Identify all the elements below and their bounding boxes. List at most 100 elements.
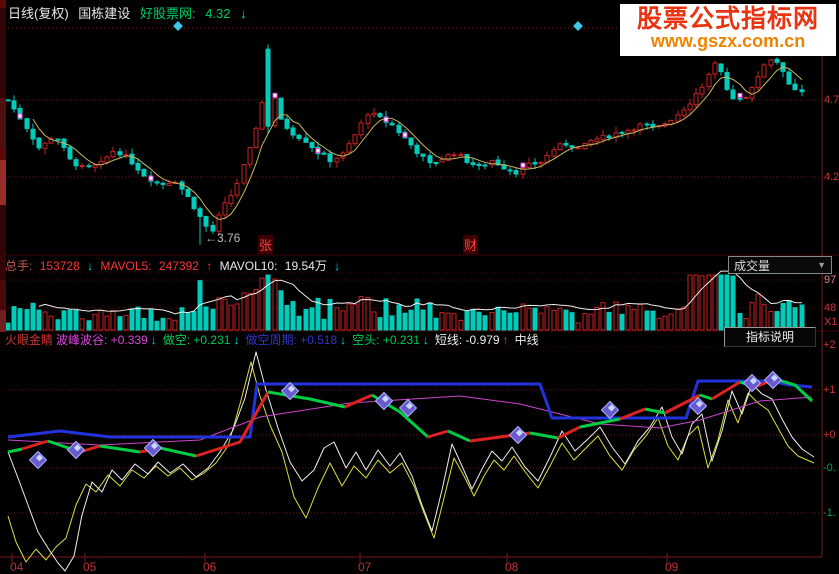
indicator-signal-line xyxy=(99,444,141,454)
zongshou-value: 153728 xyxy=(39,259,80,273)
volume-bar xyxy=(42,311,48,331)
volume-bar xyxy=(11,306,17,331)
candle-body xyxy=(687,103,693,111)
candle-body xyxy=(408,137,414,146)
indicator-axis-label: -0. xyxy=(823,462,836,474)
volume-indicator-selector[interactable]: 成交量 ▼ xyxy=(728,256,832,274)
low-price-marker: ←3.76 xyxy=(205,231,241,245)
candle-body xyxy=(644,123,650,126)
candle-body xyxy=(712,62,718,75)
cyan-diamond-icon xyxy=(573,21,583,31)
candle-body xyxy=(197,208,203,217)
volume-bar xyxy=(247,292,253,331)
volume-bar xyxy=(625,304,631,331)
candle-signal-marker xyxy=(402,132,408,138)
gem-highlight xyxy=(150,442,158,450)
volume-bar xyxy=(433,317,439,331)
month-label: 06 xyxy=(203,560,217,574)
indicator-value: 做空: +0.231 xyxy=(162,333,231,347)
volume-bar xyxy=(371,311,377,331)
candle-body xyxy=(749,87,755,99)
watermark-url: www.gszx.com.cn xyxy=(650,31,806,52)
candle-body xyxy=(210,224,216,232)
candle-body xyxy=(420,153,426,157)
volume-bar xyxy=(451,313,457,331)
volume-axis-label: 48 xyxy=(824,302,837,314)
indicator-signal-line xyxy=(21,439,49,451)
candle-body xyxy=(693,92,699,106)
stamp-right: 财 xyxy=(463,235,479,254)
volume-bar xyxy=(631,309,637,331)
volume-bar xyxy=(340,310,346,331)
candle-body xyxy=(253,127,259,148)
volume-bar xyxy=(123,314,129,331)
candle-body xyxy=(30,128,36,140)
volume-bar xyxy=(278,290,284,331)
volume-bar xyxy=(92,313,98,331)
volume-bar xyxy=(427,302,433,331)
candle-body xyxy=(371,112,377,116)
volume-axis-label: 97 xyxy=(824,274,837,286)
candle-body xyxy=(464,154,470,163)
candle-body xyxy=(92,164,98,168)
candle-body xyxy=(216,214,222,232)
volume-bar xyxy=(327,299,333,331)
indicator-axis-label: -1. xyxy=(823,507,836,519)
candle-body xyxy=(594,138,600,142)
indicator-signal-line xyxy=(7,447,23,454)
volume-bar xyxy=(259,277,265,331)
gem-highlight xyxy=(405,402,413,410)
indicator-arrow-icon: ↓ xyxy=(340,333,347,347)
volume-bar xyxy=(482,315,488,331)
left-strip-segment xyxy=(0,160,6,205)
stamp-left: 张 xyxy=(258,235,274,254)
volume-bar xyxy=(526,307,532,331)
candle-signal-marker xyxy=(148,175,154,181)
candle-body xyxy=(799,89,805,93)
gem-highlight xyxy=(287,385,295,393)
indicator-help-button[interactable]: 指标说明 xyxy=(724,327,816,347)
volume-bar xyxy=(749,302,755,331)
candle-body xyxy=(358,122,364,136)
candle-body xyxy=(278,97,284,120)
volume-bar xyxy=(520,303,526,331)
volume-bar xyxy=(228,304,234,331)
volume-bar xyxy=(681,306,687,331)
candle-body xyxy=(185,189,191,198)
candle-body xyxy=(160,182,166,185)
indicator-arrow-icon: ↓ xyxy=(150,333,157,347)
volume-bar xyxy=(377,317,383,331)
candle-body xyxy=(334,157,340,163)
volume-bar xyxy=(414,298,420,331)
volume-bar xyxy=(172,319,178,331)
volume-bar xyxy=(668,313,674,331)
mavol10-value: 19.54万 xyxy=(284,259,327,273)
volume-bar xyxy=(557,307,563,331)
candle-body xyxy=(551,149,557,157)
candle-body xyxy=(675,114,681,122)
candle-body xyxy=(619,131,625,134)
volume-bar xyxy=(36,309,42,331)
candle-signal-marker xyxy=(17,113,23,119)
candle-body xyxy=(141,168,147,177)
indicator-axis-label: +1 xyxy=(823,384,836,396)
volume-bar xyxy=(30,302,36,331)
left-strip-segment xyxy=(0,205,6,280)
candle-body xyxy=(5,99,11,102)
gem-highlight xyxy=(381,395,389,403)
indicator-signal-line xyxy=(529,431,559,440)
candle-body xyxy=(526,162,532,169)
candle-signal-marker xyxy=(520,162,526,168)
volume-bar xyxy=(284,304,290,331)
price-axis-label: 4.2 xyxy=(824,171,839,183)
volume-bar xyxy=(551,309,557,331)
volume-bar xyxy=(290,301,296,331)
indicator-magenta-line xyxy=(7,395,813,446)
candle-body xyxy=(389,122,395,126)
indicator-arrow-icon: ↑ xyxy=(502,333,509,347)
left-scroll-strip xyxy=(0,0,6,332)
volume-bar xyxy=(141,318,147,331)
mavol5-arrow-icon: ↑ xyxy=(206,259,213,273)
